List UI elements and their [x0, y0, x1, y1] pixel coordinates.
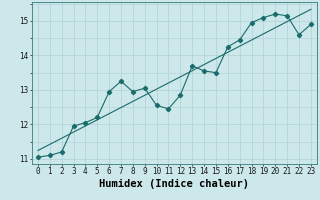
- X-axis label: Humidex (Indice chaleur): Humidex (Indice chaleur): [100, 179, 249, 189]
